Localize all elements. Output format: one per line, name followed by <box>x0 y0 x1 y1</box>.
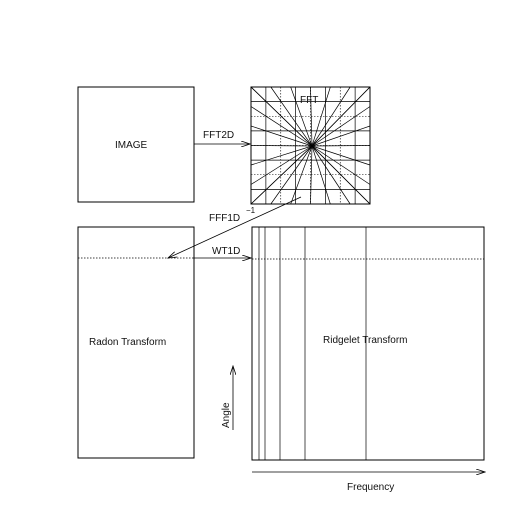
frequency-axis-label: Frequency <box>347 482 394 493</box>
wt1d-label: WT1D <box>212 246 240 257</box>
radon-box <box>77 226 195 459</box>
ifft1d-label: FFF1D <box>209 213 240 224</box>
angle-axis-label: Angle <box>221 402 232 428</box>
fft-polar-grid <box>250 86 371 205</box>
fft-box: FFT <box>250 86 371 205</box>
ifft1d-exponent: −1 <box>246 206 256 215</box>
ridgelet-box <box>251 226 485 461</box>
fft2d-label: FFT2D <box>203 130 234 141</box>
image-label: IMAGE <box>115 140 148 151</box>
image-box <box>77 86 195 203</box>
ifft1d-arrow <box>168 196 302 258</box>
fft-label: FFT <box>300 95 318 106</box>
radon-label: Radon Transform <box>89 337 166 348</box>
ridgelet-label: Ridgelet Transform <box>323 335 407 346</box>
